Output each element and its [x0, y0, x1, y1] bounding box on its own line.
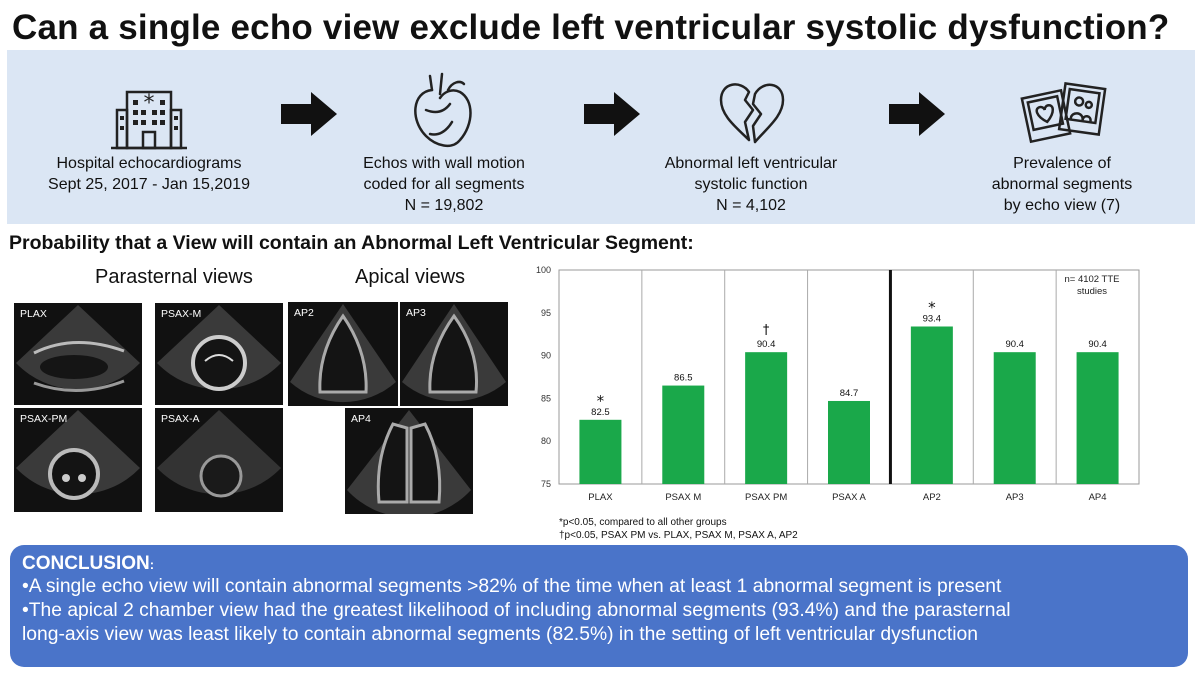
- ultrasound-sector-image: [16, 410, 140, 500]
- significance-mark: *: [597, 392, 605, 410]
- step-abnormal-function: Abnormal left ventricular systolic funct…: [621, 50, 881, 224]
- echo-image-psax-m: PSAX-M: [155, 303, 283, 405]
- conclusion-colon: :: [149, 557, 155, 572]
- step-wall-motion-line-3: N = 19,802: [404, 197, 484, 214]
- apical-views-title: Apical views: [355, 266, 466, 288]
- footnote-1: *p<0.05, compared to all other groups: [559, 517, 727, 528]
- x-tick-label: PSAX M: [665, 492, 701, 503]
- step-prevalence: Prevalence of abnormal segments by echo …: [932, 50, 1192, 224]
- arrow-right-icon: [281, 92, 337, 136]
- significance-mark: †: [763, 323, 770, 338]
- bar: [662, 385, 705, 484]
- echo-label-psax-pm: PSAX-PM: [20, 413, 68, 425]
- echo-label-psax-a: PSAX-A: [161, 413, 200, 425]
- x-tick-label: AP2: [923, 492, 941, 503]
- significance-mark: *: [928, 298, 936, 316]
- echo-image-plax: PLAX: [14, 303, 142, 405]
- page-title: Can a single echo view exclude left vent…: [12, 8, 1170, 47]
- bar: [1076, 352, 1119, 484]
- bar: [579, 419, 622, 484]
- step-wall-motion: Echos with wall motion coded for all seg…: [314, 50, 574, 224]
- x-tick-label: AP4: [1089, 492, 1107, 503]
- echo-label-ap2: AP2: [294, 307, 314, 319]
- echo-image-psax-a: PSAX-A: [155, 408, 283, 512]
- section-subtitle: Probability that a View will contain an …: [9, 232, 694, 254]
- step-wall-motion-line-1: Echos with wall motion: [363, 155, 525, 172]
- footnote-2: †p<0.05, PSAX PM vs. PLAX, PSAX M, PSAX …: [559, 530, 798, 541]
- conclusion-heading: CONCLUSION: [22, 553, 150, 574]
- bar: [993, 352, 1036, 484]
- step-hospital: * Hospital echocardiograms Sept 25, 2017…: [19, 50, 279, 224]
- conclusion-heading-row: CONCLUSION:: [22, 553, 1176, 575]
- step-abnormal-line-1: Abnormal left ventricular: [664, 155, 838, 172]
- heart-icon: [414, 72, 472, 148]
- y-tick-label: 85: [541, 393, 551, 403]
- step-hospital-line-1: Hospital echocardiograms: [56, 155, 242, 172]
- svg-text:*: *: [144, 91, 155, 116]
- bar: [745, 352, 788, 484]
- arrow-right-icon: [584, 92, 640, 136]
- step-prevalence-line-3: by echo view (7): [1003, 197, 1121, 214]
- ultrasound-sector-image: [157, 410, 281, 498]
- step-wall-motion-line-2: coded for all segments: [363, 176, 525, 193]
- step-abnormal-line-3: N = 4,102: [716, 197, 786, 214]
- conclusion-line-2: •The apical 2 chamber view had the great…: [22, 600, 1011, 621]
- y-tick-label: 75: [541, 479, 551, 489]
- ultrasound-sector-image: [402, 304, 506, 402]
- bar-value-label: 84.7: [840, 388, 859, 399]
- photos-icon: [1020, 82, 1107, 144]
- parasternal-views-title: Parasternal views: [95, 266, 253, 288]
- bar-value-label: 90.4: [1088, 339, 1107, 350]
- x-tick-label: PSAX A: [832, 492, 866, 503]
- y-tick-label: 80: [541, 436, 551, 446]
- step-abnormal-line-2: systolic function: [694, 176, 808, 193]
- echo-image-ap4: AP4: [345, 408, 473, 514]
- chart-annotation: studies: [1077, 286, 1107, 297]
- ultrasound-sector-image: [347, 410, 471, 514]
- ultrasound-sector-image: [157, 305, 281, 391]
- bar-value-label: 93.4: [923, 313, 942, 324]
- echo-label-psax-m: PSAX-M: [161, 308, 202, 320]
- y-tick-label: 100: [536, 265, 551, 275]
- bar-value-label: 82.5: [591, 407, 610, 418]
- y-tick-label: 95: [541, 308, 551, 318]
- ultrasound-sector-image: [290, 304, 396, 403]
- hospital-icon: *: [111, 90, 187, 150]
- echo-label-ap4: AP4: [351, 413, 371, 425]
- x-tick-label: AP3: [1006, 492, 1024, 503]
- echo-label-ap3: AP3: [406, 307, 426, 319]
- step-prevalence-line-2: abnormal segments: [991, 176, 1133, 193]
- x-tick-label: PSAX PM: [745, 492, 787, 503]
- conclusion-line-3: long-axis view was least likely to conta…: [22, 624, 978, 645]
- workflow-panel: * Hospital echocardiograms Sept 25, 2017…: [7, 50, 1195, 224]
- bar: [828, 400, 870, 484]
- ultrasound-sector-image: [16, 305, 140, 392]
- conclusion-box: CONCLUSION: •A single echo view will con…: [10, 545, 1188, 667]
- conclusion-line-1: •A single echo view will contain abnorma…: [22, 576, 1002, 597]
- echo-label-plax: PLAX: [20, 308, 47, 320]
- bar: [910, 326, 953, 484]
- broken-heart-icon: [719, 83, 785, 144]
- bar-value-label: 90.4: [757, 339, 776, 350]
- echo-image-ap3: AP3: [400, 302, 508, 406]
- step-hospital-line-2: Sept 25, 2017 - Jan 15,2019: [48, 176, 250, 193]
- arrow-right-icon: [889, 92, 945, 136]
- echo-image-ap2: AP2: [288, 302, 398, 406]
- bar-value-label: 86.5: [674, 373, 693, 384]
- chart-annotation: n= 4102 TTE: [1064, 274, 1119, 285]
- bar-value-label: 90.4: [1005, 339, 1024, 350]
- x-tick-label: PLAX: [588, 492, 613, 503]
- step-prevalence-line-1: Prevalence of: [1013, 155, 1111, 172]
- echo-image-psax-pm: PSAX-PM: [14, 408, 142, 512]
- y-tick-label: 90: [541, 351, 551, 361]
